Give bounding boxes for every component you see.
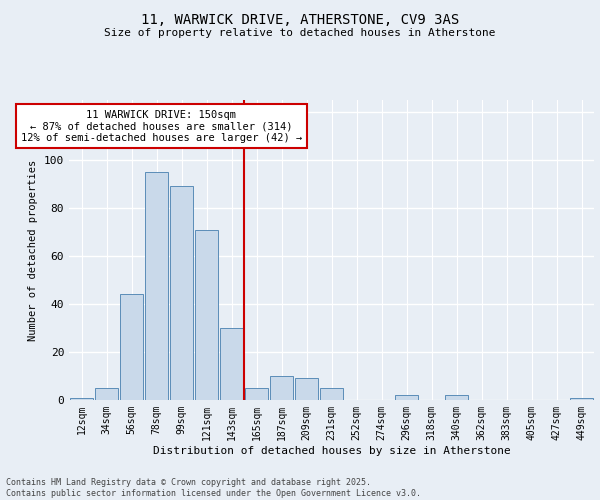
Bar [295, 378, 319, 400]
Text: 11 WARWICK DRIVE: 150sqm
← 87% of detached houses are smaller (314)
12% of semi-: 11 WARWICK DRIVE: 150sqm ← 87% of detach… [21, 110, 302, 143]
Bar [245, 388, 268, 400]
Bar [170, 186, 193, 400]
Bar [70, 398, 94, 400]
X-axis label: Distribution of detached houses by size in Atherstone: Distribution of detached houses by size … [152, 446, 511, 456]
Bar [220, 328, 244, 400]
Bar [445, 395, 469, 400]
Bar [320, 388, 343, 400]
Bar [569, 398, 593, 400]
Bar [95, 388, 118, 400]
Bar [145, 172, 169, 400]
Text: Contains HM Land Registry data © Crown copyright and database right 2025.
Contai: Contains HM Land Registry data © Crown c… [6, 478, 421, 498]
Text: Size of property relative to detached houses in Atherstone: Size of property relative to detached ho… [104, 28, 496, 38]
Bar [194, 230, 218, 400]
Bar [269, 376, 293, 400]
Bar [119, 294, 143, 400]
Bar [395, 395, 418, 400]
Text: 11, WARWICK DRIVE, ATHERSTONE, CV9 3AS: 11, WARWICK DRIVE, ATHERSTONE, CV9 3AS [141, 12, 459, 26]
Y-axis label: Number of detached properties: Number of detached properties [28, 160, 38, 340]
